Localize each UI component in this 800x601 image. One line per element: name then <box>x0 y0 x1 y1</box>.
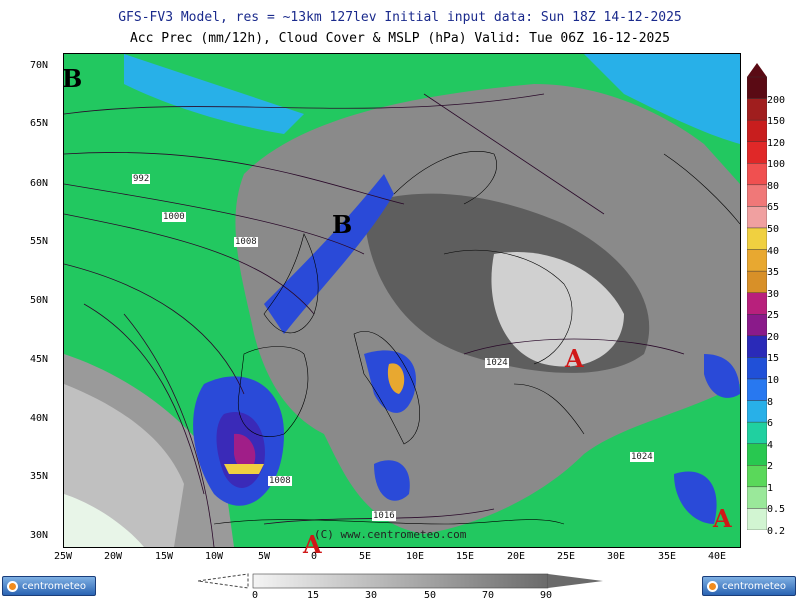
logo-text: centrometeo <box>722 580 787 592</box>
colorbar-label: 6 <box>767 418 774 430</box>
isobar-label: 1016 <box>372 511 396 521</box>
cloud-cover-scale <box>197 572 608 600</box>
lon-label: 25E <box>556 551 576 562</box>
colorbar-label: 4 <box>767 439 774 451</box>
low-pressure-center: B <box>62 64 83 93</box>
colorbar-label: 10 <box>767 375 780 386</box>
colorbar-segment <box>746 357 768 380</box>
isobar-label: 992 <box>132 174 151 184</box>
lat-label: 40N <box>30 413 49 424</box>
colorbar-segment <box>746 249 768 272</box>
colorbar-segment <box>746 270 768 293</box>
colorbar-label: 65 <box>767 202 780 214</box>
colorbar-segment <box>746 508 768 531</box>
colorbar-label: 15 <box>767 353 780 365</box>
cloud-scale-label: 50 <box>423 590 437 601</box>
colorbar-segment <box>746 465 768 488</box>
colorbar-segment <box>746 486 768 509</box>
centrometeo-logo-left[interactable]: centrometeo <box>2 576 96 596</box>
colorbar-label: 8 <box>767 396 774 408</box>
colorbar-label: 50 <box>767 224 780 235</box>
colorbar-segment <box>746 292 768 315</box>
colorbar-label: 200 <box>767 94 786 106</box>
colorbar-label: 0.5 <box>767 504 786 516</box>
centrometeo-logo-right[interactable]: centrometeo <box>702 576 796 596</box>
cloud-scale-label: 15 <box>306 590 320 601</box>
colorbar-segment <box>746 163 768 186</box>
lon-label: 20W <box>103 551 123 562</box>
lon-label: 25W <box>53 551 73 562</box>
colorbar-label: 80 <box>767 180 780 192</box>
colorbar-label: 25 <box>767 310 780 322</box>
cloud-scale-label: 70 <box>481 590 495 601</box>
lat-label: 60N <box>30 178 49 189</box>
lon-label: 10W <box>204 551 224 562</box>
lat-label: 30N <box>30 530 49 541</box>
isobar-label: 1008 <box>234 237 258 247</box>
colorbar-segment <box>746 119 768 142</box>
colorbar-segment <box>746 314 768 337</box>
colorbar-segment <box>746 227 768 250</box>
high-pressure-center: A <box>713 504 732 533</box>
colorbar-label: 30 <box>767 288 780 300</box>
lon-label: 35E <box>657 551 677 562</box>
colorbar-label: 150 <box>767 116 786 128</box>
precip-colorbar <box>746 63 768 531</box>
logo-text: centrometeo <box>22 580 87 592</box>
lon-label: 0 <box>310 551 318 562</box>
lon-label: 40E <box>707 551 727 562</box>
isobar-label: 1000 <box>162 212 186 222</box>
lon-label: 5E <box>358 551 372 562</box>
cloud-scale-label: 90 <box>539 590 553 601</box>
colorbar-segment <box>746 98 768 121</box>
colorbar-segment <box>746 443 768 466</box>
lat-label: 50N <box>30 295 49 306</box>
colorbar-cap <box>747 63 767 77</box>
low-pressure-center: B <box>332 210 353 239</box>
lon-label: 30E <box>606 551 626 562</box>
lat-label: 65N <box>30 118 49 129</box>
isobar-label: 1024 <box>485 358 509 368</box>
lon-label: 10E <box>405 551 425 562</box>
colorbar-segment <box>746 184 768 207</box>
colorbar-label: 120 <box>767 137 786 149</box>
colorbar-segment <box>746 76 768 99</box>
logo-ring-icon <box>7 580 18 592</box>
lat-label: 45N <box>30 354 49 365</box>
colorbar-segment <box>746 206 768 229</box>
isobar-label: 1024 <box>630 452 654 462</box>
lon-label: 15W <box>154 551 174 562</box>
colorbar-label: 35 <box>767 267 780 279</box>
colorbar-label: 20 <box>767 331 780 343</box>
logo-ring-icon <box>707 580 718 592</box>
copyright-text: (C) www.centrometeo.com <box>314 528 467 541</box>
blue-precip-uk <box>264 174 394 334</box>
colorbar-label: 100 <box>767 159 786 171</box>
coastlines <box>213 151 740 525</box>
lat-label: 35N <box>30 471 49 482</box>
lon-label: 20E <box>506 551 526 562</box>
high-pressure-center: A <box>303 530 322 559</box>
lat-label: 70N <box>30 60 49 71</box>
cloud-scale-label: 30 <box>364 590 378 601</box>
colorbar-label: 40 <box>767 245 780 257</box>
product-title: Acc Prec (mm/12h), Cloud Cover & MSLP (h… <box>129 31 671 46</box>
colorbar-label: 2 <box>767 461 774 473</box>
colorbar-segment <box>746 400 768 423</box>
cloud-scale-label: 0 <box>251 590 259 601</box>
colorbar-segment <box>746 141 768 164</box>
high-pressure-center: A <box>565 344 584 373</box>
forecast-map <box>63 53 741 548</box>
lat-label: 55N <box>30 236 49 247</box>
colorbar-segment <box>746 335 768 358</box>
model-title: GFS-FV3 Model, res = ~13km 127lev Initia… <box>118 10 682 25</box>
lon-label: 15E <box>455 551 475 562</box>
colorbar-segment <box>746 421 768 444</box>
isobar-label: 1008 <box>268 476 292 486</box>
colorbar-label: 1 <box>767 482 774 494</box>
colorbar-label: 0.2 <box>767 526 786 537</box>
lon-label: 5W <box>257 551 271 562</box>
colorbar-segment <box>746 378 768 401</box>
